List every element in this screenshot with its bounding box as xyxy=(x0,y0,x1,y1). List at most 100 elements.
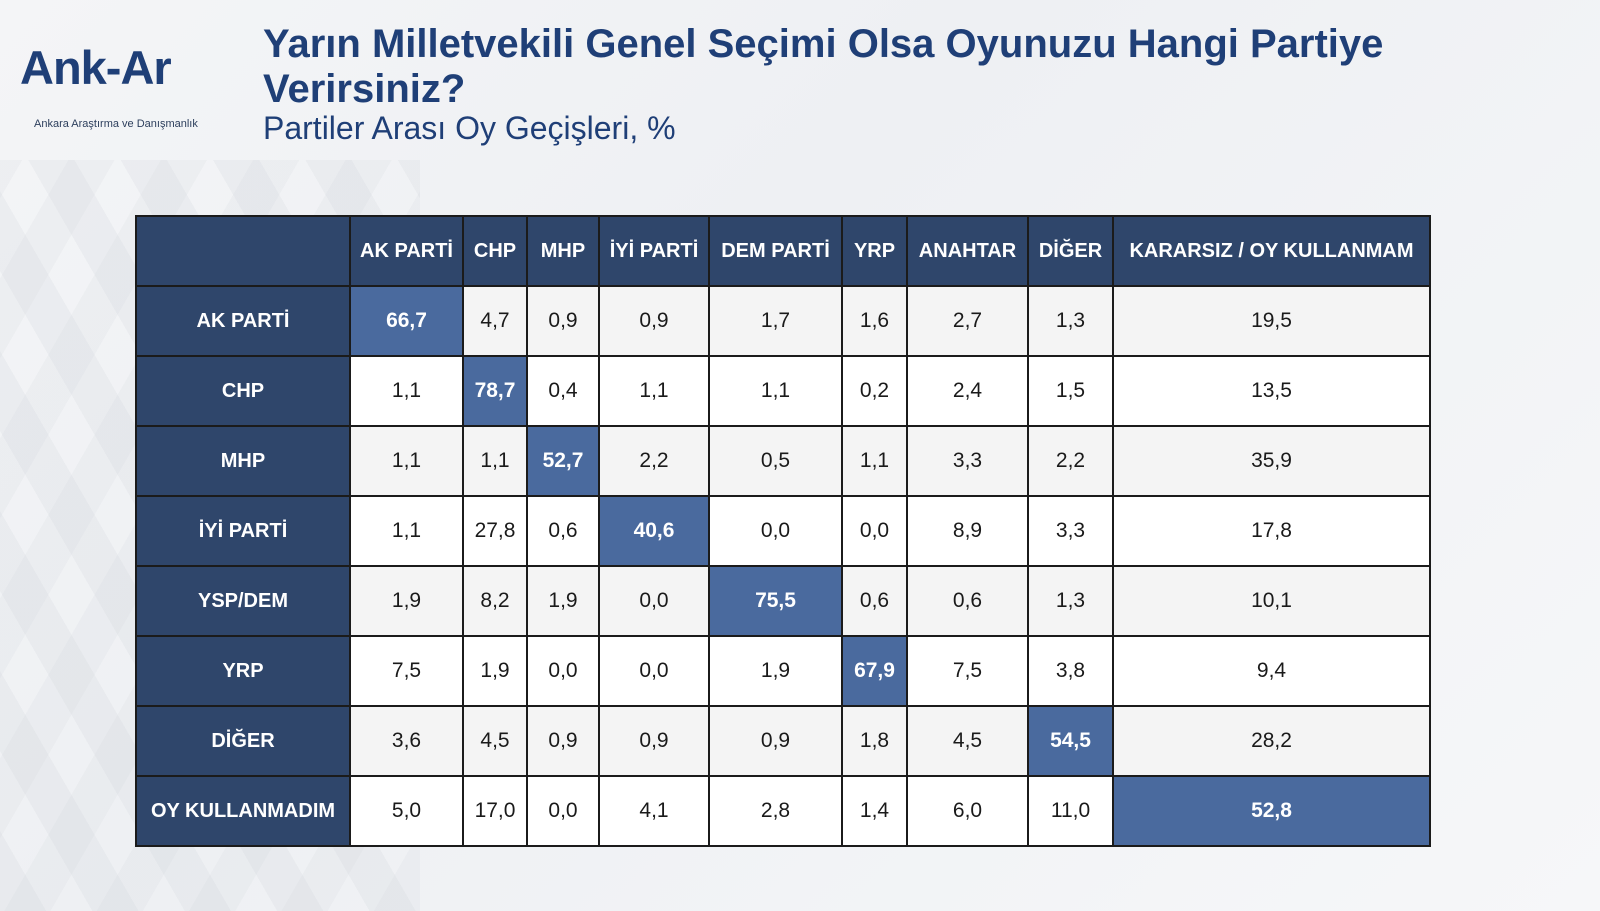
table-cell: 1,9 xyxy=(526,565,600,637)
table-cell: 1,7 xyxy=(708,285,843,357)
table-cell: 7,5 xyxy=(349,635,464,707)
table-cell-highlight: 54,5 xyxy=(1027,705,1114,777)
table-cell: 1,9 xyxy=(462,635,528,707)
table-cell: 3,6 xyxy=(349,705,464,777)
table-cell: 9,4 xyxy=(1112,635,1431,707)
column-header: MHP xyxy=(526,215,600,287)
header-corner xyxy=(135,215,351,287)
table-cell: 1,1 xyxy=(349,425,464,497)
table-cell: 1,8 xyxy=(841,705,908,777)
table-cell: 4,1 xyxy=(598,775,710,847)
column-header: ANAHTAR xyxy=(906,215,1029,287)
table-cell: 3,3 xyxy=(1027,495,1114,567)
table-cell: 0,6 xyxy=(841,565,908,637)
row-header: CHP xyxy=(135,355,351,427)
table-cell: 0,9 xyxy=(598,705,710,777)
table-cell: 0,0 xyxy=(598,635,710,707)
table-cell: 0,6 xyxy=(906,565,1029,637)
table-cell: 11,0 xyxy=(1027,775,1114,847)
logo-subtitle: Ankara Araştırma ve Danışmanlık xyxy=(34,118,198,130)
table-cell: 27,8 xyxy=(462,495,528,567)
table-cell: 8,2 xyxy=(462,565,528,637)
table-cell: 0,2 xyxy=(841,355,908,427)
table-cell: 2,8 xyxy=(708,775,843,847)
table-row: İYİ PARTİ 1,1 27,8 0,6 40,6 0,0 0,0 8,9 3,3 17,8 xyxy=(135,495,1431,567)
table-row: YRP 7,5 1,9 0,0 0,0 1,9 67,9 7,5 3,8 9,4 xyxy=(135,635,1431,707)
table-cell: 10,1 xyxy=(1112,565,1431,637)
row-header: YSP/DEM xyxy=(135,565,351,637)
table-cell: 4,7 xyxy=(462,285,528,357)
table-cell-highlight: 40,6 xyxy=(598,495,710,567)
table-cell: 17,0 xyxy=(462,775,528,847)
table-header-row: AK PARTİ CHP MHP İYİ PARTİ DEM PARTİ YRP ANAHT… xyxy=(135,215,1431,287)
table-cell: 1,9 xyxy=(708,635,843,707)
column-header: AK PARTİ xyxy=(349,215,464,287)
row-header: DİĞER xyxy=(135,705,351,777)
table-cell: 8,9 xyxy=(906,495,1029,567)
table-cell: 0,0 xyxy=(708,495,843,567)
column-header: DEM PARTİ xyxy=(708,215,843,287)
table-cell: 1,1 xyxy=(598,355,710,427)
table-cell: 3,8 xyxy=(1027,635,1114,707)
table-cell: 0,9 xyxy=(526,705,600,777)
row-header: İYİ PARTİ xyxy=(135,495,351,567)
table-cell: 1,1 xyxy=(349,495,464,567)
row-header: YRP xyxy=(135,635,351,707)
table-cell: 0,0 xyxy=(598,565,710,637)
row-header: MHP xyxy=(135,425,351,497)
table-cell: 1,9 xyxy=(349,565,464,637)
table-cell: 3,3 xyxy=(906,425,1029,497)
table-row: CHP 1,1 78,7 0,4 1,1 1,1 0,2 2,4 1,5 13,5 xyxy=(135,355,1431,427)
table-cell-highlight: 66,7 xyxy=(349,285,464,357)
page-subtitle: Partiler Arası Oy Geçişleri, % xyxy=(263,110,676,146)
table-cell: 5,0 xyxy=(349,775,464,847)
table-cell: 4,5 xyxy=(462,705,528,777)
table-cell: 0,0 xyxy=(526,775,600,847)
table-row: AK PARTİ 66,7 4,7 0,9 0,9 1,7 1,6 2,7 1,3 19,5 xyxy=(135,285,1431,357)
table-row: YSP/DEM 1,9 8,2 1,9 0,0 75,5 0,6 0,6 1,3 10,1 xyxy=(135,565,1431,637)
table-cell-highlight: 67,9 xyxy=(841,635,908,707)
column-header: CHP xyxy=(462,215,528,287)
table-cell: 1,1 xyxy=(349,355,464,427)
table-cell: 17,8 xyxy=(1112,495,1431,567)
table-cell: 0,0 xyxy=(841,495,908,567)
table-cell: 1,3 xyxy=(1027,285,1114,357)
table-cell: 0,5 xyxy=(708,425,843,497)
table-cell: 4,5 xyxy=(906,705,1029,777)
table-cell: 0,9 xyxy=(526,285,600,357)
table-cell: 1,6 xyxy=(841,285,908,357)
table-cell: 1,3 xyxy=(1027,565,1114,637)
table-cell: 13,5 xyxy=(1112,355,1431,427)
table-cell-highlight: 52,8 xyxy=(1112,775,1431,847)
table-cell: 19,5 xyxy=(1112,285,1431,357)
vote-transition-table: AK PARTİ CHP MHP İYİ PARTİ DEM PARTİ YRP ANAHT… xyxy=(135,215,1431,847)
table-cell: 2,2 xyxy=(1027,425,1114,497)
table-cell: 0,9 xyxy=(598,285,710,357)
table-cell: 1,4 xyxy=(841,775,908,847)
column-header: KARARSIZ / OY KULLANMAM xyxy=(1112,215,1431,287)
table-cell: 1,1 xyxy=(841,425,908,497)
table-cell: 1,5 xyxy=(1027,355,1114,427)
table-cell: 1,1 xyxy=(708,355,843,427)
column-header: İYİ PARTİ xyxy=(598,215,710,287)
row-header: OY KULLANMADIM xyxy=(135,775,351,847)
table-cell: 7,5 xyxy=(906,635,1029,707)
table-cell: 2,4 xyxy=(906,355,1029,427)
table-cell-highlight: 52,7 xyxy=(526,425,600,497)
table-cell: 0,9 xyxy=(708,705,843,777)
table-cell: 0,0 xyxy=(526,635,600,707)
table-row: OY KULLANMADIM 5,0 17,0 0,0 4,1 2,8 1,4 6,0 11,0… xyxy=(135,775,1431,847)
table-cell: 35,9 xyxy=(1112,425,1431,497)
table-cell: 0,6 xyxy=(526,495,600,567)
table-cell: 28,2 xyxy=(1112,705,1431,777)
table-cell: 2,7 xyxy=(906,285,1029,357)
ankar-logo: Ank-Ar Ankara Araştırma ve Danışmanlık xyxy=(18,40,243,140)
column-header: DİĞER xyxy=(1027,215,1114,287)
table-row: DİĞER 3,6 4,5 0,9 0,9 0,9 1,8 4,5 54,5 28,2 xyxy=(135,705,1431,777)
row-header: AK PARTİ xyxy=(135,285,351,357)
table-cell: 2,2 xyxy=(598,425,710,497)
table-row: MHP 1,1 1,1 52,7 2,2 0,5 1,1 3,3 2,2 35,9 xyxy=(135,425,1431,497)
table-cell: 6,0 xyxy=(906,775,1029,847)
column-header: YRP xyxy=(841,215,908,287)
table-cell: 0,4 xyxy=(526,355,600,427)
